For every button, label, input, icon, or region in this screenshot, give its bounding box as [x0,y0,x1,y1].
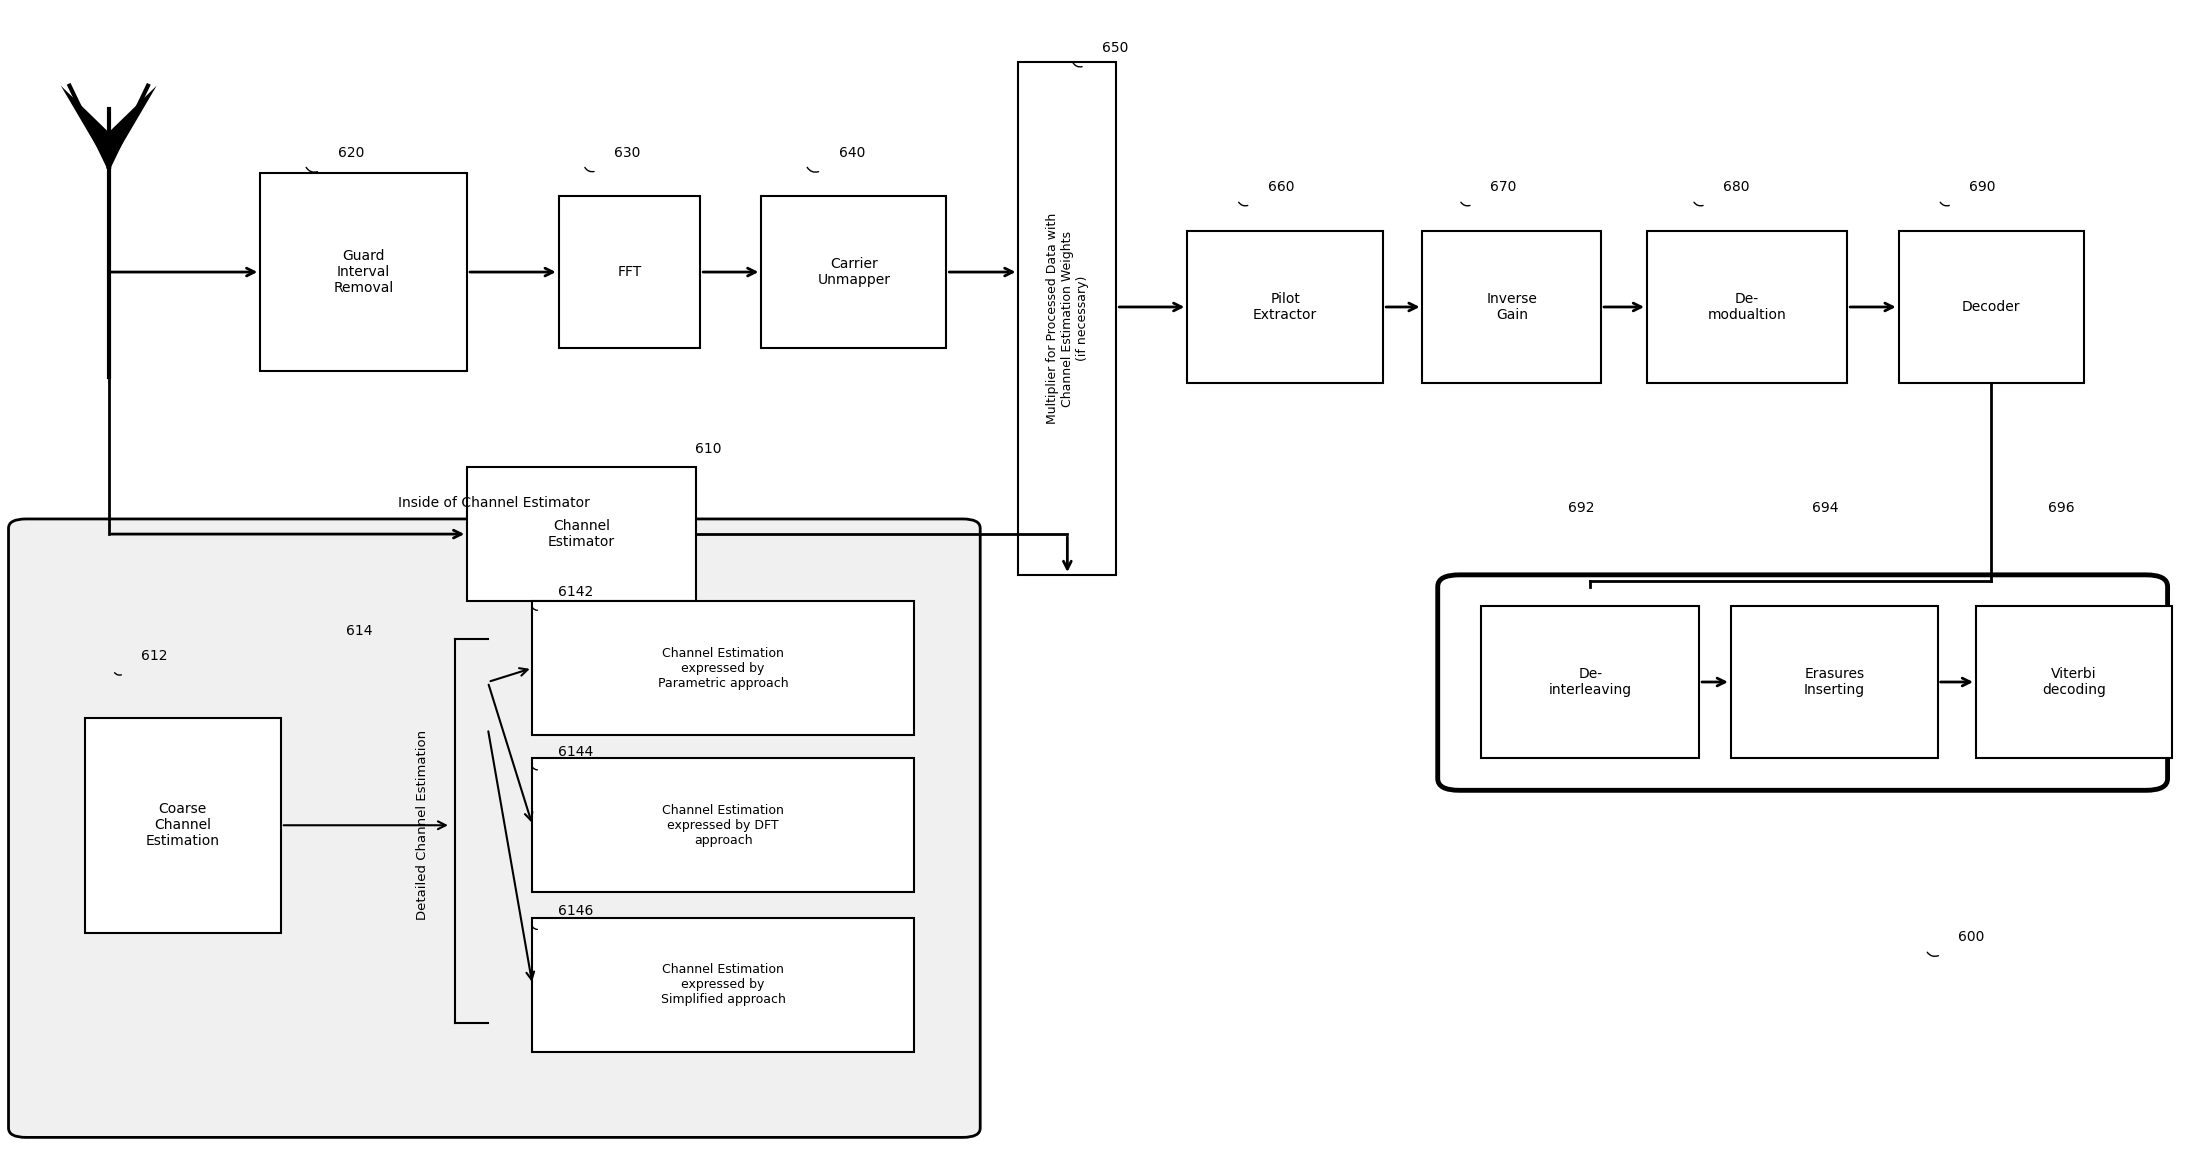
Text: 614: 614 [346,624,372,638]
Text: Channel Estimation
expressed by
Parametric approach: Channel Estimation expressed by Parametr… [658,646,790,690]
Text: Erasures
Inserting: Erasures Inserting [1804,667,1866,697]
FancyBboxPatch shape [1975,606,2172,758]
FancyBboxPatch shape [531,917,914,1052]
Text: 690: 690 [1968,179,1997,194]
Text: 660: 660 [1268,179,1295,194]
Text: 680: 680 [1723,179,1750,194]
Text: 692: 692 [1568,502,1594,515]
Text: 600: 600 [1957,930,1986,944]
Text: Decoder: Decoder [1962,300,2021,314]
Text: 610: 610 [695,442,722,456]
Text: 650: 650 [1102,41,1128,55]
Text: De-
modualtion: De- modualtion [1708,292,1787,323]
Text: Inverse
Gain: Inverse Gain [1487,292,1537,323]
Text: Carrier
Unmapper: Carrier Unmapper [818,257,890,287]
Text: 694: 694 [1813,502,1839,515]
Text: Inside of Channel Estimator: Inside of Channel Estimator [398,496,590,509]
Text: De-
interleaving: De- interleaving [1548,667,1632,697]
FancyBboxPatch shape [85,718,280,933]
Text: Coarse
Channel
Estimation: Coarse Channel Estimation [147,802,221,848]
Polygon shape [61,86,109,168]
Text: 620: 620 [337,147,363,161]
FancyBboxPatch shape [531,601,914,735]
FancyBboxPatch shape [1898,231,2084,382]
FancyBboxPatch shape [1730,606,1938,758]
Text: Viterbi
decoding: Viterbi decoding [2043,667,2106,697]
FancyBboxPatch shape [1019,62,1115,575]
FancyBboxPatch shape [558,196,700,347]
Text: 6142: 6142 [558,585,593,599]
Text: Guard
Interval
Removal: Guard Interval Removal [335,249,394,296]
Text: Channel
Estimator: Channel Estimator [549,518,615,549]
Text: Pilot
Extractor: Pilot Extractor [1253,292,1317,323]
Polygon shape [109,86,157,168]
Text: 630: 630 [615,147,641,161]
Text: Channel Estimation
expressed by
Simplified approach: Channel Estimation expressed by Simplifi… [660,963,785,1006]
FancyBboxPatch shape [761,196,947,347]
FancyBboxPatch shape [468,467,695,601]
Text: Multiplier for Processed Data with
Channel Estimation Weights
(if necessary): Multiplier for Processed Data with Chann… [1045,213,1089,425]
FancyBboxPatch shape [531,758,914,893]
Text: Channel Estimation
expressed by DFT
approach: Channel Estimation expressed by DFT appr… [663,804,785,847]
FancyBboxPatch shape [1481,606,1699,758]
Text: 612: 612 [142,650,168,664]
Text: Detailed Channel Estimation: Detailed Channel Estimation [416,731,429,921]
Text: 696: 696 [2047,502,2075,515]
FancyBboxPatch shape [1188,231,1382,382]
Text: FFT: FFT [617,265,641,279]
FancyBboxPatch shape [1647,231,1848,382]
Text: 6146: 6146 [558,904,593,918]
Text: 640: 640 [838,147,866,161]
FancyBboxPatch shape [1422,231,1601,382]
FancyBboxPatch shape [1437,575,2167,791]
Text: 6144: 6144 [558,745,593,759]
FancyBboxPatch shape [9,518,980,1138]
FancyBboxPatch shape [260,174,468,371]
Text: 670: 670 [1489,179,1516,194]
